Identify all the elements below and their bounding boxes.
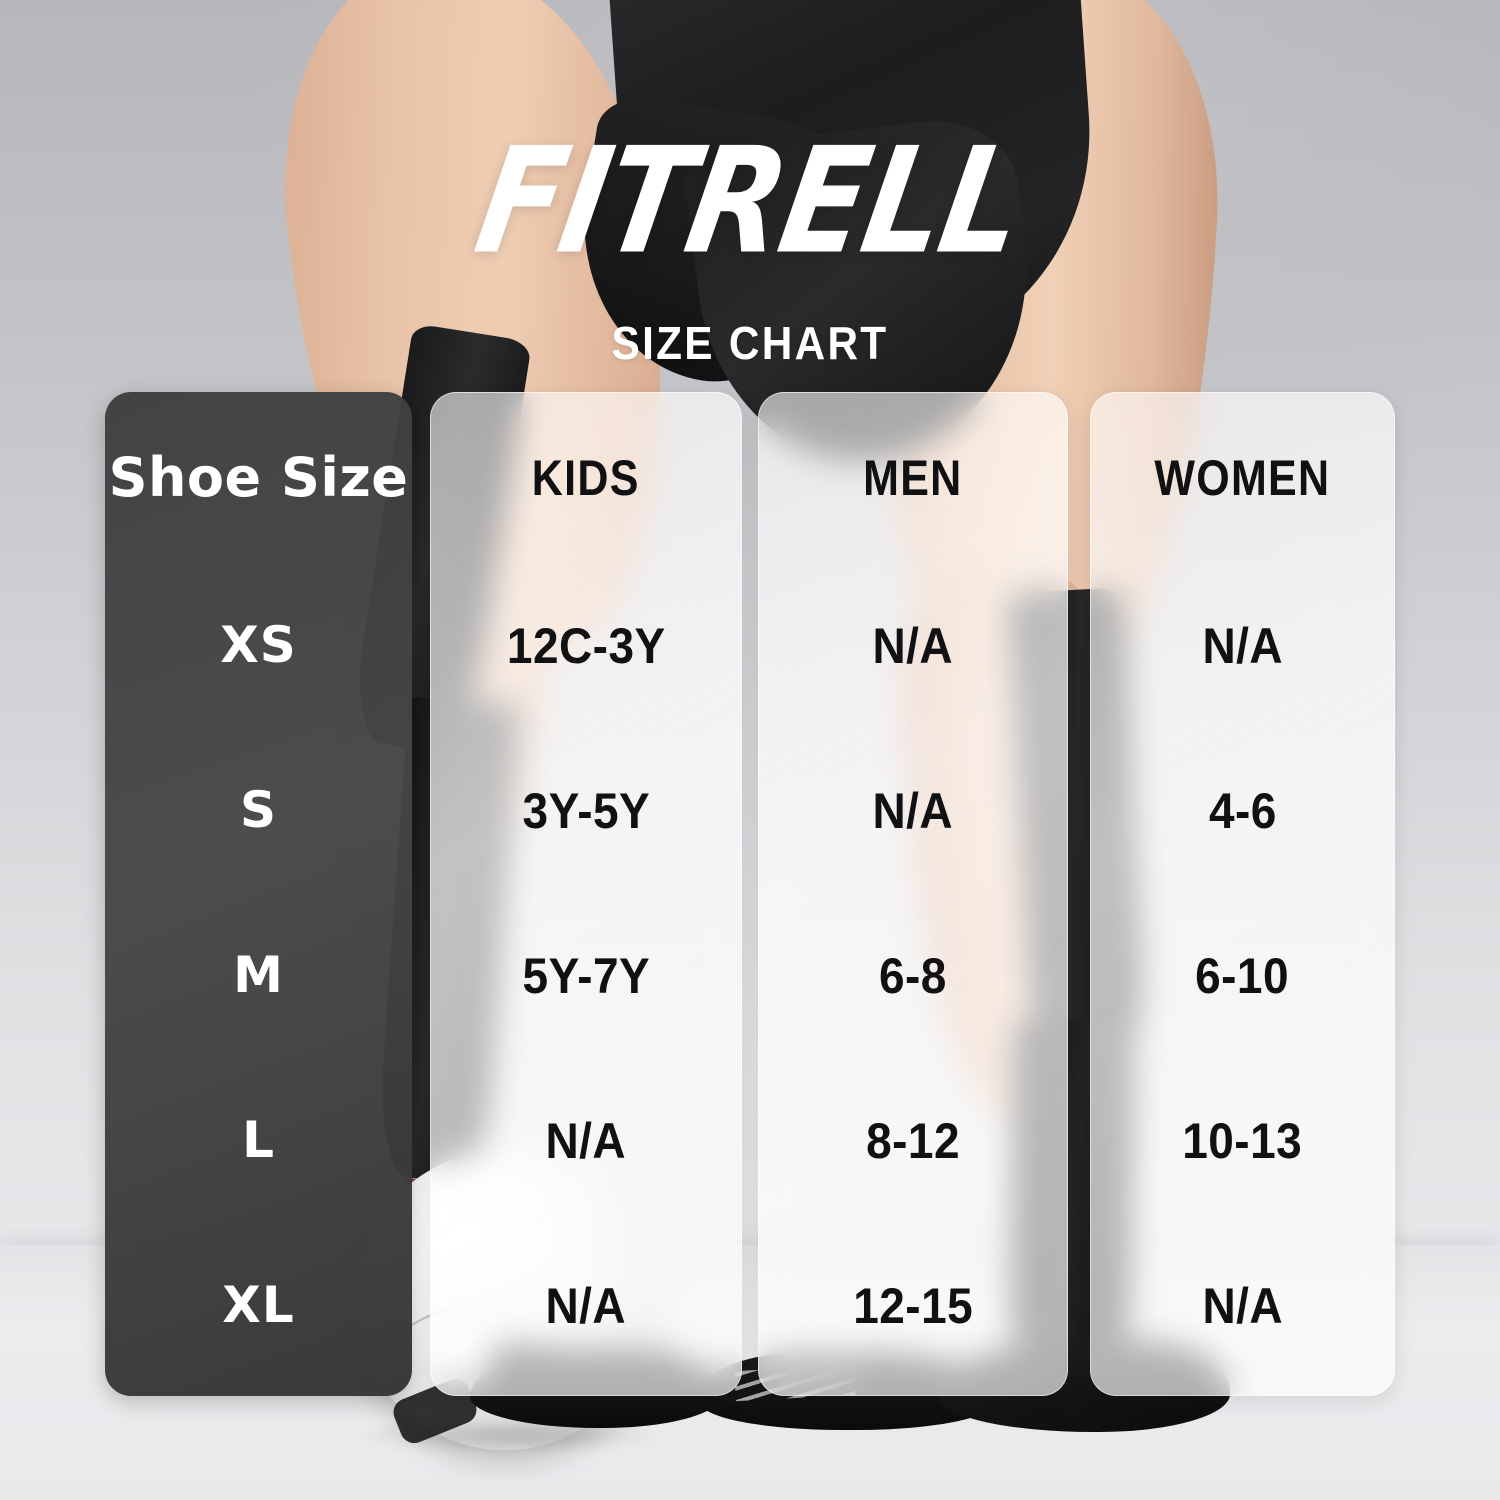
cell-size: M (233, 945, 284, 1004)
column-header-men: MEN (759, 393, 1067, 563)
table-row: XL (105, 1222, 412, 1387)
table-row: 4-6 (1091, 728, 1394, 893)
table-row: 5Y-7Y (431, 893, 741, 1058)
cell-women: 4-6 (1208, 782, 1277, 839)
column-header-kids: KIDS (431, 393, 741, 563)
table-row: N/A (1091, 563, 1394, 728)
table-row: 6-8 (759, 893, 1067, 1058)
cell-kids: 12C-3Y (506, 617, 666, 674)
cell-size: S (239, 780, 277, 839)
table-row: 8-12 (759, 1058, 1067, 1223)
header-label: WOMEN (1154, 450, 1331, 506)
table-row: 12C-3Y (431, 563, 741, 728)
table-row: S (105, 727, 412, 892)
brand-header: FITRELL SIZE CHART (0, 117, 1500, 370)
table-row: N/A (1091, 1223, 1394, 1388)
cell-women: 6-10 (1195, 947, 1290, 1004)
table-row: 6-10 (1091, 893, 1394, 1058)
table-row: L (105, 1057, 412, 1222)
header-label: KIDS (532, 450, 640, 506)
column-women: WOMEN N/A 4-6 6-10 10-13 N/A (1090, 392, 1395, 1396)
cell-women: 10-13 (1182, 1112, 1303, 1169)
cell-men: 8-12 (866, 1112, 960, 1169)
cell-men: 12-15 (853, 1277, 973, 1334)
table-row: 12-15 (759, 1223, 1067, 1388)
table-row: N/A (431, 1058, 741, 1223)
cell-men: N/A (872, 617, 954, 674)
cell-men: 6-8 (879, 947, 947, 1004)
table-row: N/A (759, 728, 1067, 893)
table-row: M (105, 892, 412, 1057)
column-shoe-size: Shoe Size XS S M L XL (105, 392, 412, 1396)
table-row: 10-13 (1091, 1058, 1394, 1223)
cell-kids: 3Y-5Y (522, 782, 650, 839)
page-title: SIZE CHART (611, 317, 889, 369)
column-men: MEN N/A N/A 6-8 8-12 12-15 (758, 392, 1068, 1396)
table-row: 3Y-5Y (431, 728, 741, 893)
cell-kids: N/A (545, 1112, 627, 1169)
table-row: N/A (759, 563, 1067, 728)
header-label: MEN (863, 450, 963, 506)
column-kids: KIDS 12C-3Y 3Y-5Y 5Y-7Y N/A N/A (430, 392, 742, 1396)
cell-size: XS (220, 615, 297, 674)
column-header-shoe-size: Shoe Size (105, 392, 412, 562)
table-row: N/A (431, 1223, 741, 1388)
table-row: XS (105, 562, 412, 727)
cell-women: N/A (1202, 617, 1283, 674)
cell-size: XL (222, 1275, 295, 1334)
cell-kids: N/A (545, 1277, 627, 1334)
column-header-women: WOMEN (1091, 393, 1394, 563)
cell-kids: 5Y-7Y (522, 947, 650, 1004)
cell-men: N/A (872, 782, 954, 839)
cell-women: N/A (1202, 1277, 1283, 1334)
header-label: Shoe Size (108, 445, 409, 509)
cell-size: L (242, 1110, 275, 1169)
